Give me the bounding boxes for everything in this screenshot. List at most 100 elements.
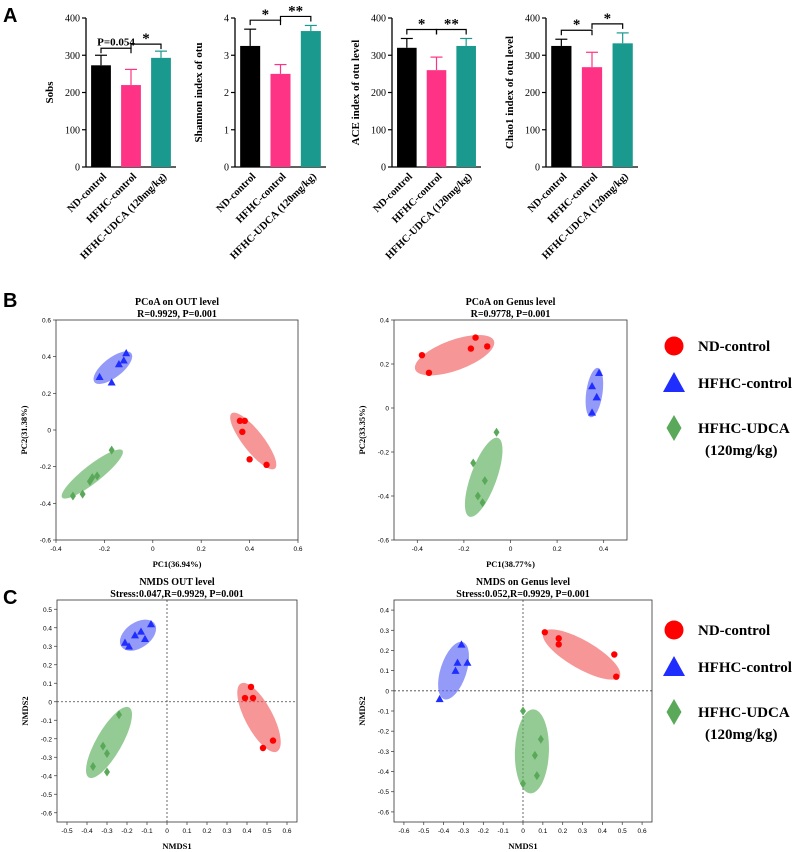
bar <box>270 73 291 167</box>
y-tick-label: 0 <box>381 163 386 174</box>
y-tick-label: 0.5 <box>43 607 52 614</box>
bar <box>551 45 572 167</box>
data-point-triangle <box>141 634 149 643</box>
y-tick-label: 400 <box>65 14 80 25</box>
x-tick-label: -0.1 <box>498 828 510 835</box>
data-point-circle <box>555 641 562 648</box>
bar-chart-sobs: 0100200300400SobsND-controlHFHC-controlH… <box>44 14 176 262</box>
y-tick-label: 0.6 <box>42 318 51 325</box>
legend-marker-triangle <box>663 372 685 392</box>
data-point-diamond <box>100 741 106 751</box>
bar <box>397 47 417 167</box>
data-point-triangle <box>463 658 472 666</box>
y-tick-label: 0 <box>48 699 52 706</box>
data-point-circle <box>263 461 270 469</box>
data-point-diamond <box>104 749 110 759</box>
x-tick-label: 0.2 <box>202 828 211 835</box>
legend-marker-circle <box>664 620 684 640</box>
y-tick-label: 0.4 <box>380 608 389 615</box>
data-point-diamond <box>116 710 122 720</box>
x-tick-label: 0.4 <box>599 546 608 553</box>
y-tick-label: -0.5 <box>378 789 390 796</box>
legend-panel-b: ND-control HFHC-control HFHC-UDCA (120mg/kg… <box>663 336 792 459</box>
data-point-triangle <box>592 393 601 401</box>
group-ellipse <box>414 334 495 376</box>
chart-subtitle: R=0.9929, P=0.001 <box>137 309 217 320</box>
data-point-diamond <box>481 476 488 486</box>
y-tick-label: 400 <box>525 14 540 25</box>
x-tick-label: 0.6 <box>638 828 647 835</box>
x-tick-label: -0.3 <box>101 828 113 835</box>
data-point-diamond <box>104 767 110 777</box>
x-tick-label: 0.6 <box>293 546 302 553</box>
data-point-circle <box>249 694 257 702</box>
y-tick-label: 1 <box>224 125 229 136</box>
bar <box>612 43 633 167</box>
bar <box>426 70 447 167</box>
significance-bracket <box>435 28 467 35</box>
data-point-circle <box>418 352 426 359</box>
x-tick-label: -0.4 <box>50 546 62 553</box>
y-axis-label: NMDS2 <box>357 696 367 725</box>
group-ellipse <box>585 367 604 418</box>
y-tick-label: 0.2 <box>42 391 51 398</box>
x-axis-label: PC1(36.94%) <box>153 559 202 569</box>
x-tick-label: 0.2 <box>197 546 206 553</box>
bar <box>240 45 261 167</box>
y-tick-label: 0.2 <box>43 662 52 669</box>
x-tick-label: -0.2 <box>99 546 111 553</box>
significance-bracket <box>100 47 132 54</box>
x-tick-label: -0.2 <box>458 546 470 553</box>
x-axis-label: NMDS1 <box>162 841 191 851</box>
y-tick-label: 0 <box>385 406 389 413</box>
significance-label: * <box>418 16 426 32</box>
y-tick-label: -0.4 <box>378 494 390 501</box>
x-tick-label: 0.4 <box>598 828 607 835</box>
legend-label: ND-control <box>698 339 770 355</box>
legend-label: HFHC-control <box>698 660 792 676</box>
bar <box>121 85 141 167</box>
group-ellipse <box>119 619 157 651</box>
x-tick-label: 0 <box>521 828 525 835</box>
plot-frame <box>56 599 298 823</box>
data-point-circle <box>541 629 549 636</box>
data-point-triangle <box>137 627 145 635</box>
chart-title: NMDS OUT level <box>139 577 215 588</box>
panel-label-c: C <box>3 587 17 609</box>
x-tick-label: -0.5 <box>418 828 430 835</box>
x-tick-label: 0.1 <box>538 828 547 835</box>
y-tick-label: 200 <box>525 88 540 99</box>
y-tick-label: -0.1 <box>41 718 53 725</box>
y-tick-label: 3 <box>224 51 229 62</box>
y-tick-label: 0 <box>535 163 540 174</box>
y-tick-label: 0 <box>47 428 51 435</box>
chart-title: NMDS on Genus level <box>476 577 570 588</box>
data-point-triangle <box>131 631 139 639</box>
y-tick-label: -0.2 <box>378 729 390 736</box>
x-tick-label: -0.4 <box>412 546 424 553</box>
x-tick-label: 0.3 <box>578 828 587 835</box>
scatter-nmds-genus: NMDS on Genus levelStress:0.052,R=0.9929… <box>357 577 653 851</box>
y-axis-label: NMDS2 <box>20 696 30 725</box>
y-axis-label: PC2(31.38%) <box>19 405 29 454</box>
chart-title: PCoA on Genus level <box>466 297 556 308</box>
data-point-circle <box>246 456 253 463</box>
x-tick-label: 0.4 <box>245 546 254 553</box>
legend-panel-c: ND-control HFHC-control HFHC-UDCA (120mg/kg… <box>663 620 792 743</box>
y-tick-label: 0.3 <box>380 628 389 635</box>
data-point-diamond <box>474 491 481 501</box>
data-point-circle <box>467 345 475 352</box>
y-tick-label: 4 <box>224 14 229 25</box>
data-point-circle <box>241 694 249 702</box>
x-tick-label: -0.3 <box>458 828 470 835</box>
y-tick-label: 200 <box>65 88 80 99</box>
bar <box>300 31 321 167</box>
data-point-triangle <box>119 356 128 364</box>
legend-marker-diamond <box>666 699 682 725</box>
x-tick-label: 0.2 <box>553 546 562 553</box>
significance-label: * <box>604 11 612 27</box>
legend-marker-circle <box>664 336 684 356</box>
legend-marker-diamond <box>666 415 682 441</box>
